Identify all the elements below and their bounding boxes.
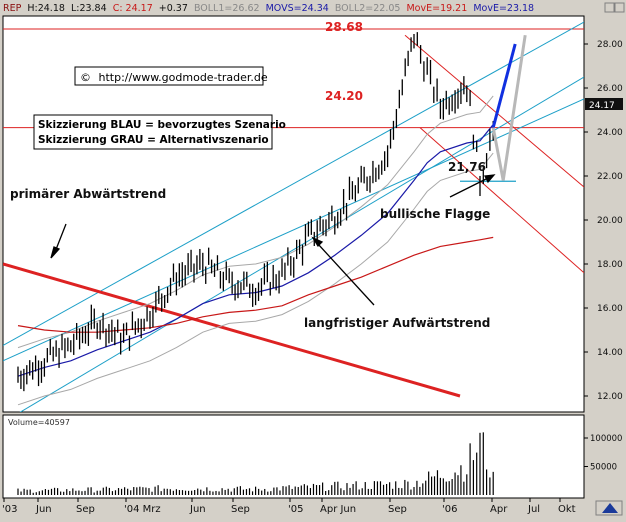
y-tick-label: 26.00 <box>597 84 623 94</box>
flag-lower-line <box>419 127 584 274</box>
y-tick-label: 28.00 <box>597 40 623 50</box>
website-text[interactable]: © http://www.godmode-trader.de <box>80 71 268 84</box>
y-tick-label: 20.00 <box>597 216 623 226</box>
x-tick-label: '04 Mrz <box>124 504 161 515</box>
x-tick-label: Sep <box>76 504 95 515</box>
legend-box <box>33 114 273 150</box>
channel-upper-line <box>19 76 584 412</box>
header-change: +0.37 <box>159 3 188 14</box>
flag-upper-line <box>404 34 584 188</box>
x-tick-label: '03 <box>2 504 17 515</box>
x-tick-label: Jul <box>527 504 540 515</box>
volume-layer <box>17 432 494 495</box>
mov-short-line <box>17 124 494 377</box>
y-tick-label: 22.00 <box>597 172 623 182</box>
volume-axis: Volume=40597 100000 50000 <box>8 418 622 473</box>
x-tick-label: '06 <box>442 504 457 515</box>
x-tick-label: Sep <box>231 504 250 515</box>
last-price-tag: 24.17 <box>585 98 623 111</box>
flag-arrowhead <box>484 174 496 184</box>
header-boll2: BOLL2=22.05 <box>335 3 401 14</box>
header-line: REP H:24.18 L:23.84 C: 24.17 +0.37 BOLL1… <box>3 3 534 14</box>
scenario-blue-line <box>491 43 517 128</box>
header-symbol: REP <box>3 3 22 14</box>
x-tick-label: Okt <box>558 504 576 515</box>
channel-lower-line <box>3 98 584 362</box>
level-high-label: 28.68 <box>325 20 363 34</box>
tool-icon[interactable] <box>595 500 623 516</box>
y-tick-label: 16.00 <box>597 304 623 314</box>
volume-panel <box>2 414 585 499</box>
x-tick-label: Jun <box>35 504 52 515</box>
x-tick-label: '05 <box>288 504 303 515</box>
primary-downtrend-line <box>3 262 461 398</box>
minimize-button[interactable] <box>604 2 615 13</box>
x-axis: '03 Jun Sep '04 Mrz Jun Sep '05 Apr Jun Sep '06 Ap… <box>2 498 576 515</box>
flag-arrow <box>449 177 489 198</box>
close-button[interactable] <box>614 2 625 13</box>
header-boll1: BOLL1=26.62 <box>194 3 260 14</box>
x-tick-label: Apr <box>490 504 508 515</box>
header-move2: MovE=23.18 <box>473 3 534 14</box>
header-move1: MovE=19.21 <box>406 3 467 14</box>
x-tick-label: Sep <box>388 504 407 515</box>
x-tick-label: Jun <box>189 504 206 515</box>
primary-trend-arrow <box>54 223 67 253</box>
last-price-text: 24.17 <box>589 101 615 111</box>
website-box <box>74 66 264 86</box>
long-trend-arrowhead <box>311 236 324 248</box>
y-axis: 12.00 14.00 16.00 18.00 20.00 22.00 24.00 26.00… <box>584 40 623 402</box>
volume-tick-label: 50000 <box>590 463 617 473</box>
bollinger-upper-band <box>17 95 494 349</box>
level-low-label: 21,76 <box>448 160 486 174</box>
primary-trend-label: primärer Abwärtstrend <box>10 187 166 201</box>
level-mid-label: 24.20 <box>325 89 363 103</box>
header-high: H:24.18 <box>27 3 65 14</box>
bollinger-lower-band <box>17 152 494 406</box>
volume-label: Volume=40597 <box>8 418 70 427</box>
x-tick-label: Apr Jun <box>320 504 356 515</box>
header-close: C: 24.17 <box>113 3 153 14</box>
copyright-symbol: © <box>80 71 91 84</box>
y-tick-label: 24.00 <box>597 128 623 138</box>
header-low: L:23.84 <box>71 3 107 14</box>
header-movs: MOVS=24.34 <box>266 3 329 14</box>
primary-trend-arrowhead <box>50 246 61 259</box>
y-tick-label: 14.00 <box>597 348 623 358</box>
y-tick-label: 12.00 <box>597 392 623 402</box>
long-trend-label: langfristiger Aufwärtstrend <box>304 316 490 330</box>
flag-label: bullische Flagge <box>380 207 490 221</box>
y-tick-label: 18.00 <box>597 260 623 270</box>
scenario-gray-line <box>491 34 527 181</box>
annotations: © http://www.godmode-trader.de Skizzieru… <box>10 20 496 330</box>
volume-tick-label: 100000 <box>590 434 622 444</box>
legend-blue-text: Skizzierung BLAU = bevorzugtes Szenario <box>38 119 286 131</box>
legend-gray-text: Skizzierung GRAU = Alternativszenario <box>38 134 269 146</box>
website-url: http://www.godmode-trader.de <box>99 71 268 84</box>
long-trend-arrow <box>317 243 375 306</box>
